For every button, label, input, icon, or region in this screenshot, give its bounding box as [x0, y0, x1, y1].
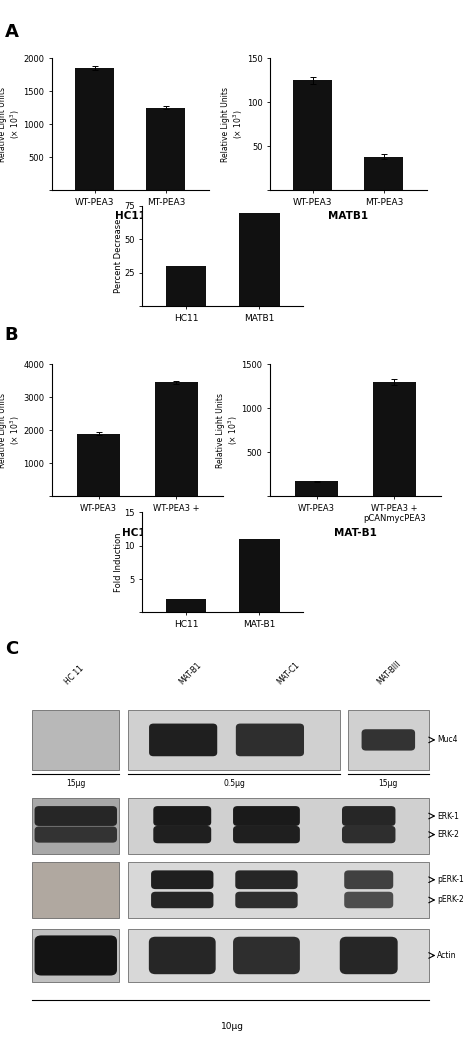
Bar	[166, 599, 206, 612]
FancyBboxPatch shape	[344, 891, 393, 908]
FancyBboxPatch shape	[153, 826, 211, 844]
Bar	[32, 798, 119, 854]
Bar	[373, 382, 416, 496]
FancyBboxPatch shape	[233, 826, 300, 844]
FancyBboxPatch shape	[35, 806, 117, 826]
FancyBboxPatch shape	[35, 827, 117, 843]
Bar	[32, 862, 119, 918]
Text: MAT-B1: MAT-B1	[177, 660, 203, 686]
Text: 10μg: 10μg	[221, 1022, 244, 1032]
Bar	[75, 68, 114, 190]
Bar	[166, 266, 206, 306]
FancyBboxPatch shape	[151, 891, 213, 908]
Y-axis label: Relative Light Units
($\times$ 10$^3$): Relative Light Units ($\times$ 10$^3$)	[0, 393, 22, 468]
FancyBboxPatch shape	[233, 806, 300, 826]
Text: HC 11: HC 11	[64, 664, 86, 686]
Bar	[128, 798, 429, 854]
Bar	[128, 862, 429, 918]
Text: Muc4: Muc4	[437, 735, 457, 744]
Bar	[128, 929, 429, 982]
Text: 15μg: 15μg	[379, 779, 398, 788]
FancyBboxPatch shape	[151, 870, 213, 889]
X-axis label: MAT-B1: MAT-B1	[334, 528, 377, 538]
Bar	[155, 382, 198, 496]
FancyBboxPatch shape	[340, 937, 398, 975]
Bar	[32, 929, 119, 982]
FancyBboxPatch shape	[342, 826, 395, 844]
Y-axis label: Relative Light Units
($\times$ 10$^3$): Relative Light Units ($\times$ 10$^3$)	[221, 87, 246, 162]
Text: 0.5μg: 0.5μg	[223, 779, 245, 788]
Text: MAT-BIII: MAT-BIII	[375, 659, 402, 686]
Text: C: C	[5, 640, 18, 659]
Bar	[32, 710, 119, 770]
Bar	[348, 710, 429, 770]
X-axis label: HC11: HC11	[122, 528, 153, 538]
Text: 15μg: 15μg	[66, 779, 85, 788]
Y-axis label: Relative Light Units
($\times$ 10$^3$): Relative Light Units ($\times$ 10$^3$)	[216, 393, 240, 468]
FancyBboxPatch shape	[149, 937, 216, 975]
Text: ERK-1: ERK-1	[437, 811, 459, 821]
Bar	[239, 212, 280, 306]
X-axis label: MATB1: MATB1	[328, 211, 368, 221]
Text: ERK-2: ERK-2	[437, 830, 459, 840]
Bar	[146, 108, 185, 190]
Text: A: A	[5, 22, 18, 41]
FancyBboxPatch shape	[236, 723, 304, 756]
Text: MAT-C1: MAT-C1	[275, 660, 301, 686]
FancyBboxPatch shape	[342, 806, 395, 826]
FancyBboxPatch shape	[235, 891, 298, 908]
FancyBboxPatch shape	[344, 870, 393, 889]
FancyBboxPatch shape	[233, 937, 300, 975]
X-axis label: HC11: HC11	[115, 211, 146, 221]
FancyBboxPatch shape	[153, 806, 211, 826]
Bar	[128, 710, 340, 770]
FancyBboxPatch shape	[35, 936, 117, 976]
Text: pERK-2: pERK-2	[437, 895, 464, 905]
FancyBboxPatch shape	[235, 870, 298, 889]
Y-axis label: Percent Decrease: Percent Decrease	[114, 219, 123, 294]
Bar	[77, 434, 120, 496]
Bar	[293, 80, 332, 190]
Y-axis label: Fold Induction: Fold Induction	[114, 532, 123, 592]
Text: pERK-1: pERK-1	[437, 875, 464, 884]
Text: B: B	[5, 325, 18, 344]
Bar	[239, 539, 280, 612]
Y-axis label: Relative Light Units
($\times$ 10$^3$): Relative Light Units ($\times$ 10$^3$)	[0, 87, 22, 162]
Bar	[295, 482, 338, 496]
FancyBboxPatch shape	[149, 723, 217, 756]
FancyBboxPatch shape	[362, 730, 415, 751]
Text: Actin: Actin	[437, 951, 456, 960]
Bar	[365, 156, 403, 190]
